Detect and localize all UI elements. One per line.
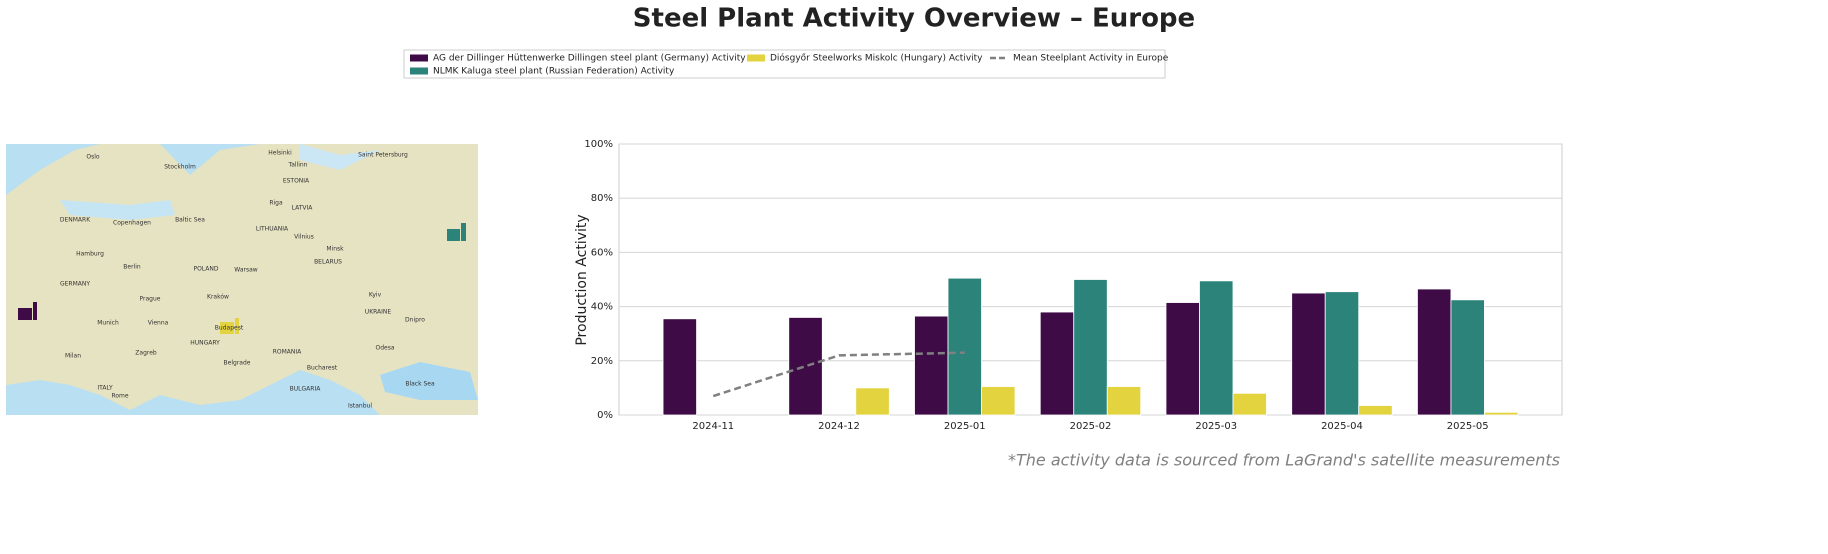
map-label: Prague bbox=[140, 296, 161, 303]
legend-label: AG der Dillinger Hüttenwerke Dillingen s… bbox=[433, 54, 746, 64]
y-tick-label: 0% bbox=[597, 410, 613, 421]
map-label: Oslo bbox=[86, 154, 100, 161]
map-label: Minsk bbox=[326, 246, 344, 253]
bar bbox=[947, 277, 982, 416]
map-label: Vienna bbox=[148, 320, 169, 327]
map-label: ITALY bbox=[97, 385, 113, 392]
chart-title: Steel Plant Activity Overview – Europe bbox=[633, 4, 1195, 34]
map-label: DENMARK bbox=[60, 217, 91, 224]
bar bbox=[1165, 302, 1200, 416]
map-label: UKRAINE bbox=[365, 309, 392, 316]
map-baltic bbox=[160, 144, 260, 175]
map-label: GERMANY bbox=[60, 281, 90, 288]
factory-icon bbox=[447, 223, 466, 241]
bar bbox=[1291, 292, 1326, 416]
map-label: Zagreb bbox=[135, 350, 157, 357]
factory-icon bbox=[18, 302, 37, 320]
map-label: Saint Petersburg bbox=[358, 152, 408, 159]
x-tick-label: 2024-12 bbox=[818, 421, 860, 432]
map-label: ROMANIA bbox=[273, 349, 302, 356]
bar bbox=[1232, 392, 1267, 416]
map-label: Baltic Sea bbox=[175, 217, 205, 224]
x-tick-label: 2025-05 bbox=[1447, 421, 1489, 432]
x-tick-label: 2025-03 bbox=[1195, 421, 1237, 432]
x-tick-label: 2024-11 bbox=[692, 421, 734, 432]
y-tick-label: 100% bbox=[584, 139, 613, 150]
y-axis-label: Production Activity bbox=[574, 214, 590, 345]
map-label: Tallinn bbox=[288, 162, 308, 169]
legend-swatch bbox=[410, 67, 428, 75]
map-label: Kyiv bbox=[369, 292, 382, 299]
map-label: Helsinki bbox=[268, 150, 292, 157]
bar bbox=[1417, 288, 1452, 416]
map-label: Hamburg bbox=[76, 251, 104, 258]
bar bbox=[662, 318, 697, 416]
bar bbox=[1199, 280, 1234, 416]
map-label: LITHUANIA bbox=[256, 226, 289, 233]
map-label: Budapest bbox=[215, 325, 244, 332]
map-label: Warsaw bbox=[234, 267, 257, 274]
bar bbox=[981, 386, 1016, 416]
mean-line bbox=[712, 351, 965, 398]
map-label: Munich bbox=[97, 320, 119, 327]
legend-box bbox=[403, 49, 1166, 79]
legend-swatch bbox=[410, 54, 428, 62]
bar bbox=[1484, 411, 1519, 416]
map-label: HUNGARY bbox=[190, 340, 220, 347]
map-label: Copenhagen bbox=[113, 220, 151, 227]
bar bbox=[1039, 311, 1075, 416]
y-tick-label: 80% bbox=[591, 193, 613, 204]
map-label: Istanbul bbox=[348, 403, 372, 410]
x-tick-label: 2025-04 bbox=[1321, 421, 1363, 432]
bar bbox=[1073, 279, 1108, 416]
map-label: Black Sea bbox=[405, 381, 435, 388]
map-gulf bbox=[300, 144, 380, 170]
map-label: BELARUS bbox=[314, 259, 342, 266]
legend-label: Mean Steelplant Activity in Europe bbox=[1013, 54, 1169, 64]
factory-icon bbox=[220, 318, 239, 334]
footnote: *The activity data is sourced from LaGra… bbox=[1008, 451, 1560, 470]
bar bbox=[855, 387, 890, 416]
map-label: Belgrade bbox=[224, 360, 251, 367]
bar bbox=[788, 317, 823, 416]
x-tick-label: 2025-02 bbox=[1070, 421, 1112, 432]
map-label: Milan bbox=[65, 353, 81, 360]
map-label: POLAND bbox=[193, 266, 218, 273]
map bbox=[6, 144, 478, 415]
map-baltic-south bbox=[60, 200, 175, 220]
legend-label: Diósgyőr Steelworks Miskolc (Hungary) Ac… bbox=[770, 53, 983, 64]
bar bbox=[1324, 291, 1360, 416]
map-label: ESTONIA bbox=[283, 178, 310, 185]
map-label: Riga bbox=[269, 200, 283, 207]
map-label: Stockholm bbox=[164, 164, 196, 171]
map-black-sea bbox=[380, 362, 478, 400]
map-label: LATVIA bbox=[292, 205, 314, 212]
bar bbox=[1106, 386, 1142, 416]
y-tick-label: 60% bbox=[591, 247, 613, 258]
map-label: Dnipro bbox=[405, 317, 425, 324]
bar bbox=[914, 315, 949, 416]
y-tick-label: 40% bbox=[591, 302, 613, 313]
legend-swatch bbox=[747, 54, 765, 62]
map-label: Berlin bbox=[123, 264, 141, 271]
legend-label: NLMK Kaluga steel plant (Russian Federat… bbox=[433, 67, 675, 77]
map-label: BULGARIA bbox=[290, 386, 322, 393]
map-label: Kraków bbox=[207, 294, 229, 301]
map-label: Bucharest bbox=[307, 365, 338, 372]
y-tick-label: 20% bbox=[591, 356, 613, 367]
map-label: Vilnius bbox=[294, 234, 314, 241]
map-label: Odesa bbox=[375, 345, 394, 352]
x-tick-label: 2025-01 bbox=[944, 421, 986, 432]
bar bbox=[1450, 299, 1485, 416]
map-label: Rome bbox=[111, 393, 128, 400]
bar bbox=[1358, 405, 1393, 416]
